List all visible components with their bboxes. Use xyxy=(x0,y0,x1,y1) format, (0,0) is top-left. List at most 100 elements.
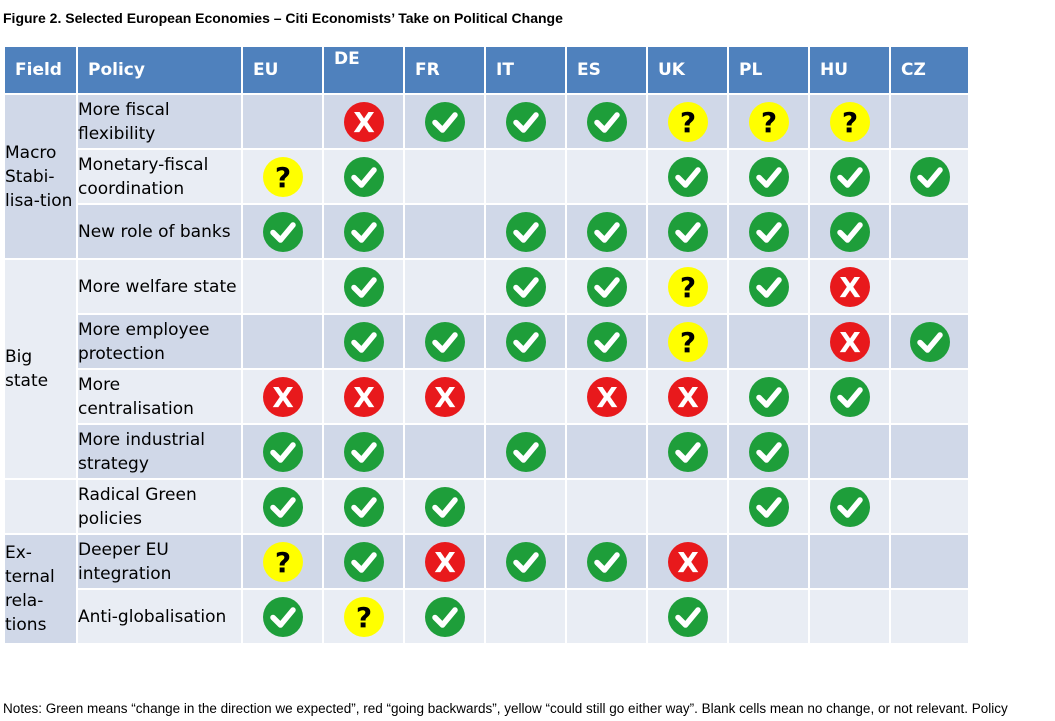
green-check-icon xyxy=(343,156,384,197)
policy-row: More centralisation X X X X X xyxy=(4,368,970,425)
mark-red: X xyxy=(829,266,871,308)
cell-it xyxy=(484,93,567,150)
red-cross-icon: X xyxy=(586,376,627,417)
cell-pl xyxy=(727,478,810,535)
cell-fr xyxy=(403,588,486,645)
cross-symbol: X xyxy=(839,326,861,359)
field-macro-stabilisation: Macro Stabi-lisa-tion xyxy=(3,93,78,260)
cell-uk xyxy=(646,148,729,205)
cell-pl xyxy=(727,423,810,480)
mark-green xyxy=(667,211,709,253)
mark-green xyxy=(505,211,547,253)
cell-es xyxy=(565,423,648,480)
green-check-icon xyxy=(343,486,384,527)
header-it: IT xyxy=(484,45,567,95)
cell-fr: X xyxy=(403,533,486,590)
cell-de xyxy=(322,148,405,205)
green-check-icon xyxy=(586,266,627,307)
green-check-icon xyxy=(262,486,303,527)
green-check-icon xyxy=(424,486,465,527)
policy-label: Deeper EU integration xyxy=(76,533,243,590)
cell-de xyxy=(322,423,405,480)
mark-yellow: ? xyxy=(262,156,304,198)
cell-es xyxy=(565,258,648,315)
cell-es xyxy=(565,93,648,150)
cell-it xyxy=(484,478,567,535)
cell-es xyxy=(565,478,648,535)
field-big-state: Big state xyxy=(3,258,78,480)
cell-hu: X xyxy=(808,313,891,370)
green-check-icon xyxy=(586,211,627,252)
figure-title: Figure 2. Selected European Economies – … xyxy=(3,10,563,26)
green-check-icon xyxy=(505,321,546,362)
mark-red: X xyxy=(343,376,385,418)
mark-green xyxy=(424,486,466,528)
red-cross-icon: X xyxy=(424,376,465,417)
yellow-question-icon: ? xyxy=(262,156,303,197)
green-check-icon xyxy=(909,156,950,197)
mark-yellow: ? xyxy=(262,541,304,583)
green-check-icon xyxy=(343,541,384,582)
green-check-icon xyxy=(748,486,789,527)
header-hu: HU xyxy=(808,45,891,95)
mark-green xyxy=(424,101,466,143)
cell-hu xyxy=(808,588,891,645)
cell-hu xyxy=(808,203,891,260)
cell-cz xyxy=(889,313,970,370)
mark-red: X xyxy=(424,541,466,583)
mark-red: X xyxy=(262,376,304,418)
mark-yellow: ? xyxy=(667,266,709,308)
mark-green xyxy=(909,321,951,363)
green-check-icon xyxy=(667,156,708,197)
question-symbol: ? xyxy=(679,326,695,359)
mark-green xyxy=(505,541,547,583)
cell-es xyxy=(565,203,648,260)
policy-label: Radical Green policies xyxy=(76,478,243,535)
cell-it xyxy=(484,588,567,645)
cell-eu: X xyxy=(241,368,324,425)
header-uk: UK xyxy=(646,45,729,95)
mark-green xyxy=(586,211,628,253)
green-check-icon xyxy=(586,101,627,142)
question-symbol: ? xyxy=(274,161,290,194)
cell-eu: ? xyxy=(241,148,324,205)
policy-row: Macro Stabi-lisa-tion More fiscal flexibi… xyxy=(3,93,970,260)
cell-uk: ? xyxy=(646,258,729,315)
mark-yellow: ? xyxy=(667,101,709,143)
mark-green xyxy=(343,266,385,308)
header-es: ES xyxy=(565,45,648,95)
cell-eu xyxy=(241,478,324,535)
mark-green xyxy=(262,596,304,638)
green-check-icon xyxy=(748,376,789,417)
green-check-icon xyxy=(424,596,465,637)
green-check-icon xyxy=(424,321,465,362)
red-cross-icon: X xyxy=(262,376,303,417)
policy-label: More centralisation xyxy=(76,368,243,425)
green-check-icon xyxy=(262,431,303,472)
mark-green xyxy=(262,431,304,473)
cell-pl xyxy=(727,313,810,370)
cell-uk: ? xyxy=(646,93,729,150)
policy-row: More employee protection? X xyxy=(4,313,970,370)
green-check-icon xyxy=(424,101,465,142)
mark-green xyxy=(262,211,304,253)
question-symbol: ? xyxy=(679,106,695,139)
header-fr: FR xyxy=(403,45,486,95)
cell-it xyxy=(484,203,567,260)
question-symbol: ? xyxy=(841,106,857,139)
mark-green xyxy=(586,321,628,363)
cell-fr: X xyxy=(403,368,486,425)
cell-cz xyxy=(889,148,970,205)
mark-red: X xyxy=(667,376,709,418)
cell-hu xyxy=(808,533,891,590)
cell-cz xyxy=(889,203,970,260)
cell-fr xyxy=(403,313,486,370)
green-check-icon xyxy=(829,156,870,197)
mark-green xyxy=(667,156,709,198)
cell-uk xyxy=(646,478,729,535)
mark-green xyxy=(829,486,871,528)
cell-cz xyxy=(889,423,970,480)
green-check-icon xyxy=(262,211,303,252)
cell-hu xyxy=(808,478,891,535)
cell-es xyxy=(565,148,648,205)
